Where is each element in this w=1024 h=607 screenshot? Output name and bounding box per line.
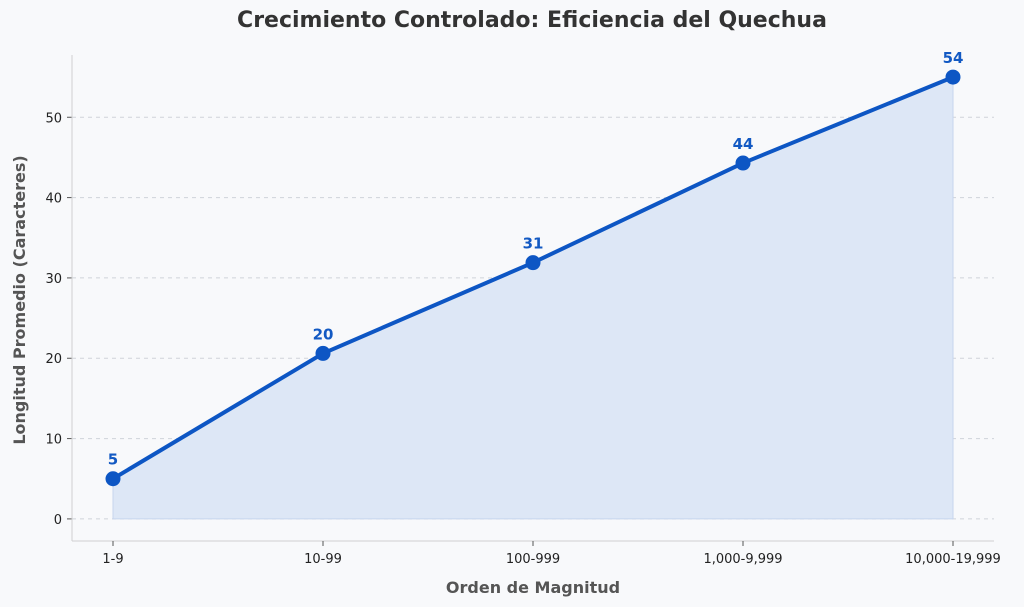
x-tick-label: 10,000-19,999 [905, 552, 1001, 567]
x-tick-label: 10-99 [304, 552, 342, 567]
data-labels: 5 20 31 44 54 [108, 49, 964, 469]
y-tick-label: 50 [45, 111, 62, 126]
x-tick-label: 1,000-9,999 [703, 552, 782, 567]
y-tick-label: 20 [45, 352, 62, 367]
data-point [315, 345, 331, 361]
data-label: 5 [108, 451, 118, 469]
data-point [735, 155, 751, 171]
x-tick-label: 100-999 [506, 552, 560, 567]
chart-title: Crecimiento Controlado: Eficiencia del Q… [237, 8, 827, 33]
data-label: 20 [313, 325, 334, 343]
x-axis-label: Orden de Magnitud [446, 578, 620, 597]
y-tick-label: 40 [45, 192, 62, 207]
data-point [105, 471, 121, 487]
y-tick-label: 0 [54, 513, 62, 528]
data-point [945, 69, 961, 85]
y-tick-label: 10 [45, 433, 62, 448]
data-label: 31 [523, 235, 544, 253]
y-tick-label: 30 [45, 272, 62, 287]
x-tick-label: 1-9 [102, 552, 123, 567]
y-tick-labels: 0 10 20 30 40 50 [45, 111, 62, 528]
y-axis-label: Longitud Promedio (Caracteres) [10, 155, 29, 444]
data-label: 44 [733, 135, 754, 153]
series-line [111, 75, 955, 520]
axes [67, 55, 994, 546]
data-point [525, 255, 541, 271]
area-fill [112, 76, 954, 520]
data-points [105, 69, 961, 487]
data-label: 54 [943, 49, 964, 67]
x-tick-labels: 1-9 10-99 100-999 1,000-9,999 10,000-19,999 [102, 552, 1000, 567]
